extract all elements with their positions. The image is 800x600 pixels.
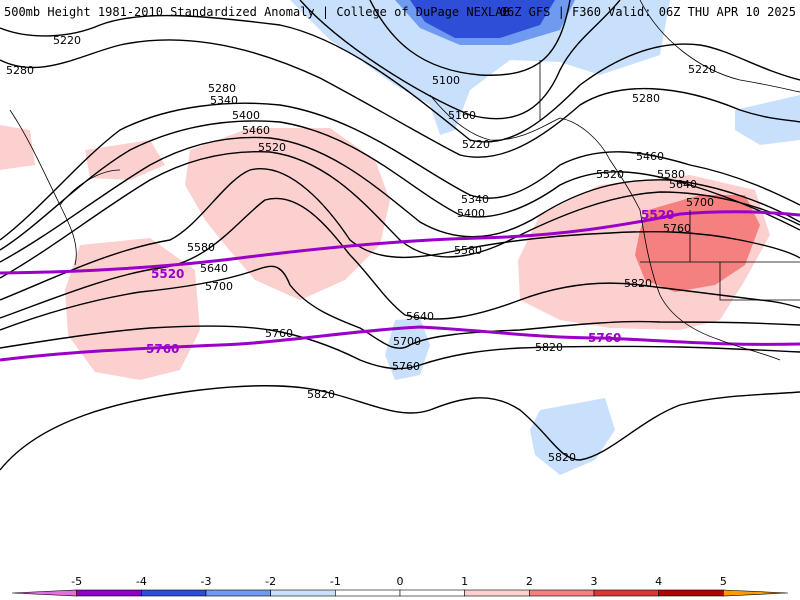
highlight-contour-label: 5520: [151, 267, 184, 281]
colorbar-segment: [335, 589, 401, 597]
pos-anomaly-core-west-coast: [635, 195, 760, 292]
contour-label: 5580: [454, 244, 482, 257]
contour-5220-a: [0, 14, 800, 143]
contour-label: 5640: [406, 310, 434, 323]
contour-label: 5820: [307, 388, 335, 401]
contour-label: 5100: [432, 74, 460, 87]
pos-anomaly-area-west: [0, 125, 35, 170]
contour-5400: [0, 120, 800, 251]
contour-label: 5280: [6, 64, 34, 77]
pos-anomaly-area-pacific-west: [65, 238, 200, 380]
map-header: 500mb Height 1981-2010 Standardized Anom…: [0, 0, 800, 22]
contour-label: 5640: [669, 178, 697, 191]
colorbar-tick-label: -3: [201, 575, 212, 588]
neg-anomaly-area-north: [290, 0, 670, 135]
coastline-west-coast: [639, 209, 781, 361]
coastline-alaska: [429, 60, 641, 211]
colorbar-segment: [270, 589, 336, 597]
contour-label: 5820: [535, 341, 563, 354]
contour-label: 5220: [688, 63, 716, 76]
colorbar-segment: [529, 589, 595, 597]
colorbar-bar: [11, 589, 789, 597]
colorbar-segment: [464, 589, 530, 597]
contour-label: 5280: [208, 82, 236, 95]
contour-5700: [0, 265, 800, 349]
contour-label: 5580: [657, 168, 685, 181]
colorbar-tick-label: 2: [526, 575, 533, 588]
coastline-siberia: [9, 109, 121, 266]
colorbar-segment: [658, 589, 724, 597]
contour-label: 5820: [624, 277, 652, 290]
colorbar-tick-label: 5: [720, 575, 727, 588]
contour-label: 5280: [632, 92, 660, 105]
colorbar-segment: [205, 589, 271, 597]
contour-label: 5340: [210, 94, 238, 107]
map-title: 500mb Height 1981-2010 Standardized Anom…: [4, 5, 510, 19]
contour-label: 5460: [242, 124, 270, 137]
colorbar-tick-label: -5: [71, 575, 82, 588]
contour-label: 5220: [462, 138, 490, 151]
contour-label: 5640: [200, 262, 228, 275]
contour-label: 5760: [663, 222, 691, 235]
contour-label: 5700: [686, 196, 714, 209]
highlight-contour-5520: [0, 210, 800, 275]
contour-label: 5160: [448, 109, 476, 122]
colorbar-tick-label: 0: [397, 575, 404, 588]
colorbar-tick-label: -4: [136, 575, 147, 588]
colorbar-tick-label: -1: [330, 575, 341, 588]
contour-label: 5700: [393, 335, 421, 348]
contour-label: 5400: [232, 109, 260, 122]
contour-label: 5700: [205, 280, 233, 293]
contour-label: 5760: [265, 327, 293, 340]
state-border-2: [719, 262, 800, 301]
neg-anomaly-core-north-inner: [410, 0, 555, 38]
colorbar-segment: [76, 589, 142, 597]
height-contours: [0, 0, 800, 471]
neg-anomaly-area-northeast: [735, 95, 800, 145]
colorbar-segment: [723, 589, 789, 597]
colorbar-tick-label: 3: [591, 575, 598, 588]
anomaly-shading: [0, 0, 800, 475]
anomaly-colorbar: -5 -4 -3 -2 -1 0 1 2 3 4 5: [11, 575, 789, 597]
colorbar-tick-label: -2: [265, 575, 276, 588]
contour-label: 5400: [457, 207, 485, 220]
contour-5820: [0, 385, 800, 471]
contour-label: 5760: [392, 360, 420, 373]
colorbar-segment: [11, 589, 77, 597]
neg-anomaly-area-central: [385, 318, 430, 380]
highlight-contour-label: 5520: [641, 208, 674, 222]
contour-5760: [0, 325, 800, 370]
contour-label: 5340: [461, 193, 489, 206]
contour-5160: [299, 0, 621, 120]
colorbar-tick-labels: -5 -4 -3 -2 -1 0 1 2 3 4 5: [71, 575, 727, 588]
highlight-contour-5760: [0, 325, 800, 362]
highlight-contours: [0, 210, 800, 362]
contour-5100: [369, 0, 571, 76]
colorbar-segment: [141, 589, 207, 597]
contour-label: 5460: [636, 150, 664, 163]
contour-label: 5820: [548, 451, 576, 464]
contour-label: 5580: [187, 241, 215, 254]
contour-5580: [0, 168, 800, 301]
model-run-info: 06Z GFS | F360 Valid: 06Z THU APR 10 202…: [499, 5, 796, 19]
anomaly-map: 5220 5280 5100 5220 5280 5160 5220 5280 …: [0, 0, 800, 475]
contour-5280-a: [0, 39, 800, 158]
colorbar-tick-label: 1: [461, 575, 468, 588]
coastlines: [9, 0, 800, 361]
contour-labels: 5220 5280 5100 5220 5280 5160 5220 5280 …: [6, 34, 716, 464]
contour-5340: [0, 102, 800, 241]
colorbar-segment: [399, 589, 465, 597]
contour-5460: [0, 136, 800, 263]
contour-5520: [0, 151, 800, 279]
pos-anomaly-area-west2: [85, 140, 165, 180]
contour-label: 5520: [258, 141, 286, 154]
highlight-contour-label: 5760: [146, 342, 179, 356]
coastline-canada: [639, 0, 800, 93]
contour-label: 5220: [53, 34, 81, 47]
colorbar-tick-label: 4: [655, 575, 662, 588]
highlight-contour-label: 5760: [588, 331, 621, 345]
contour-label: 5520: [596, 168, 624, 181]
colorbar-segment: [593, 589, 659, 597]
